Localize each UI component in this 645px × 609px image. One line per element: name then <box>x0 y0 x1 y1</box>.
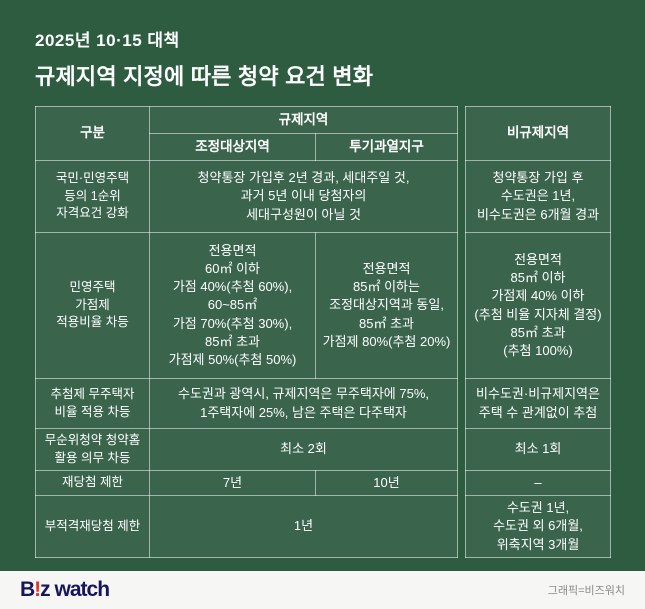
logo-exclamation: ! <box>34 578 41 601</box>
cell-nonregulated: 최소 1회 <box>465 428 611 471</box>
title-block: 2025년 10·15 대책 규제지역 지정에 따른 청약 요건 변화 <box>35 26 610 91</box>
row-score-ratio: 민영주택 가점제 적용비율 차등 전용면적 60㎡ 이하 가점 40%(추첨 6… <box>35 232 611 379</box>
requirements-table: 구분 규제지역 비규제지역 조정대상지역 투기과열지구 국민·민영주택 등의 1… <box>35 106 611 558</box>
cell-overheat: 10년 <box>315 469 458 497</box>
cell-nonregulated: – <box>465 469 611 497</box>
cell-nonregulated: 수도권 1년, 수도권 외 6개월, 위축지역 3개월 <box>465 495 611 558</box>
logo-letter-b: B <box>20 578 35 601</box>
col-header-gubun: 구분 <box>35 106 150 161</box>
row-disqualified-rewin-limit: 부적격재당첨 제한 1년 수도권 1년, 수도권 외 6개월, 위축지역 3개월 <box>35 495 611 558</box>
row-label: 무순위청약 청약홈 활용 의무 차등 <box>35 428 150 471</box>
row-rewin-limit: 재당첨 제한 7년 10년 – <box>35 469 611 497</box>
row-lottery-homeless-ratio: 추첨제 무주택자 비율 적용 차등 수도권과 광역시, 규제지역은 무주택자에 … <box>35 378 611 429</box>
content-area: 2025년 10·15 대책 규제지역 지정에 따른 청약 요건 변화 구분 규… <box>35 26 611 586</box>
cell-adjust: 7년 <box>149 469 316 497</box>
table-column-gap <box>458 107 466 558</box>
col-header-overheated-area: 투기과열지구 <box>315 133 458 161</box>
cell-nonregulated: 전용면적 85㎡ 이하 가점제 40% 이하 (추첨 비율 지자체 결정) 85… <box>465 232 611 379</box>
graphic-credit: 그래픽=비즈워치 <box>547 585 625 597</box>
row-first-priority: 국민·민영주택 등의 1순위 자격요건 강화 청약통장 가입후 2년 경과, 세… <box>35 160 611 233</box>
row-label: 민영주택 가점제 적용비율 차등 <box>35 232 150 379</box>
cell-nonregulated: 청약통장 가입 후 수도권은 1년, 비수도권은 6개월 경과 <box>465 160 611 233</box>
cell-overheat: 전용면적 85㎡ 이하는 조정대상지역과 동일, 85㎡ 초과 가점제 80%(… <box>315 232 458 379</box>
col-header-adjust-target-area: 조정대상지역 <box>149 133 316 161</box>
cell-regulated: 청약통장 가입후 2년 경과, 세대주일 것, 과거 5년 이내 당첨자의 세대… <box>149 160 458 233</box>
cell-nonregulated: 비수도권·비규제지역은 주택 수 관계없이 추첨 <box>465 378 611 429</box>
col-header-regulated-group: 규제지역 <box>149 106 458 134</box>
row-no-rank-duty: 무순위청약 청약홈 활용 의무 차등 최소 2회 최소 1회 <box>35 428 611 471</box>
logo-letter-z: z <box>40 578 50 601</box>
cell-adjust: 전용면적 60㎡ 이하 가점 40%(추첨 60%), 60~85㎡ 가점 70… <box>149 232 316 379</box>
row-label: 부적격재당첨 제한 <box>35 495 150 558</box>
table-header-row-2: 조정대상지역 투기과열지구 <box>36 133 611 161</box>
cell-regulated: 수도권과 광역시, 규제지역은 무주택자에 75%, 1주택자에 25%, 남은… <box>149 378 458 429</box>
cell-regulated: 최소 2회 <box>149 428 458 471</box>
subtitle-text: 2025년 10·15 대책 <box>35 31 180 50</box>
row-label: 재당첨 제한 <box>35 469 150 497</box>
table-header-row-1: 구분 규제지역 비규제지역 <box>35 106 611 161</box>
row-label: 추첨제 무주택자 비율 적용 차등 <box>35 378 150 429</box>
row-label: 국민·민영주택 등의 1순위 자격요건 강화 <box>35 160 150 233</box>
page-title: 규제지역 지정에 따른 청약 요건 변화 <box>35 64 374 89</box>
col-header-nonregulated: 비규제지역 <box>465 106 611 161</box>
bizwatch-logo: B!z watch <box>20 578 111 602</box>
footer-bar: B!z watch 그래픽=비즈워치 <box>0 571 645 609</box>
cell-regulated: 1년 <box>149 495 458 558</box>
logo-watch: watch <box>49 578 111 601</box>
